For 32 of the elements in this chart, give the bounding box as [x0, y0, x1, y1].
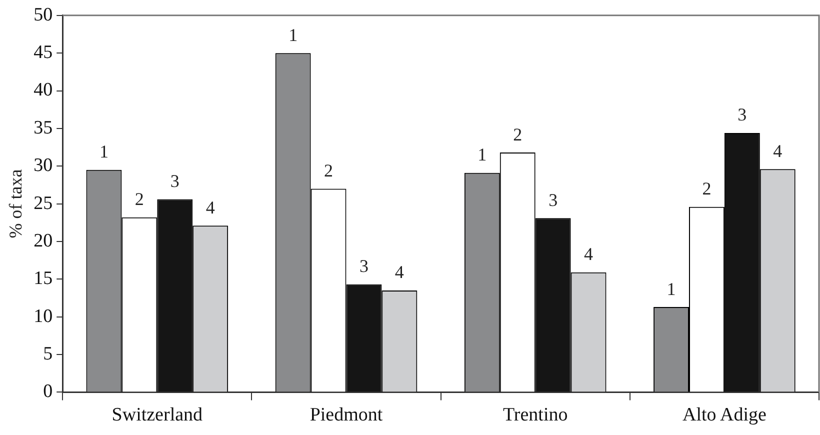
text: 3 — [548, 190, 558, 210]
text: 3 — [738, 104, 747, 125]
y-tick-label: 50 — [34, 4, 53, 26]
series-label: 1 — [288, 24, 298, 45]
y-tick-label: 0 — [43, 381, 53, 402]
series-label: 3 — [359, 256, 368, 276]
text: 1 — [478, 144, 487, 165]
y-tick-label: 30 — [34, 155, 53, 176]
x-tick-label: Alto Adige — [682, 404, 766, 426]
y-tick-label: 45 — [34, 42, 53, 64]
y-axis-title: % of taxa — [6, 169, 26, 238]
x-tick-label: Switzerland — [112, 404, 204, 426]
y-tick-label: 5 — [43, 344, 53, 365]
y-tick-label: 15 — [34, 268, 53, 290]
y-tick-label: 10 — [34, 306, 53, 327]
y-tick-label: 25 — [34, 192, 53, 214]
text: 2 — [134, 189, 144, 210]
x-tick-label: Piedmont — [310, 404, 384, 426]
text: 1 — [666, 278, 676, 299]
x-tick-label: Trentino — [502, 404, 568, 426]
text: 2 — [513, 124, 522, 144]
text: 1 — [99, 142, 108, 162]
series-label: 2 — [702, 178, 712, 199]
text: 4 — [206, 197, 215, 218]
text: 4 — [773, 140, 782, 161]
text: 3 — [170, 171, 180, 192]
series-label: 4 — [394, 262, 404, 282]
text: 4 — [584, 244, 594, 264]
y-tick-label: 20 — [34, 230, 53, 252]
y-tick-label: 35 — [34, 117, 53, 138]
y-tick-label: 40 — [34, 80, 53, 101]
text: 2 — [324, 160, 334, 180]
